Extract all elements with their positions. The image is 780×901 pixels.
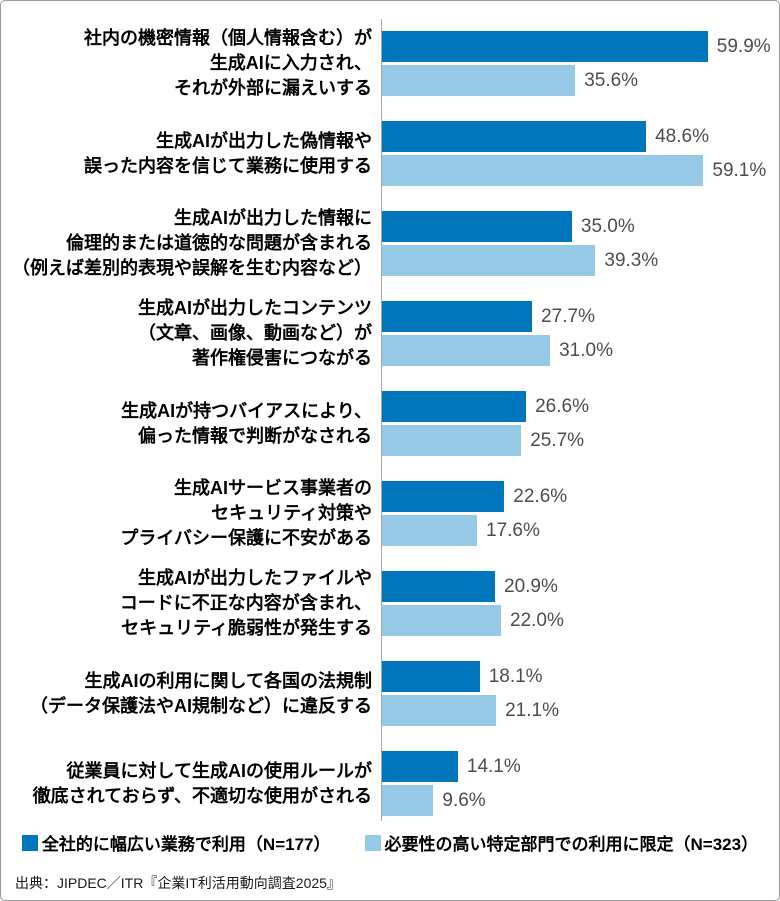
bar-line: 31.0% <box>381 335 779 366</box>
category-label: 生成AIの利用に関して各国の法規制 （データ保護法やAI規制など）に違反する <box>30 670 372 716</box>
bar-line: 35.0% <box>381 211 779 242</box>
bar-line: 20.9% <box>381 571 779 602</box>
legend-label-series2: 必要性の高い特定部門での利用に限定（N=323） <box>384 835 759 854</box>
bars-group: 18.1% 21.1% <box>381 661 779 726</box>
bars-group: 20.9% 22.0% <box>381 571 779 636</box>
bar-line: 39.3% <box>381 245 779 276</box>
chart-row: 生成AIが出力した情報に 倫理的または道徳的な問題が含まれる （例えば差別的表現や誤… <box>1 208 779 278</box>
bars-group: 48.6% 59.1% <box>381 121 779 186</box>
value-label: 35.0% <box>580 215 635 237</box>
value-label: 35.6% <box>584 69 639 91</box>
bars-group: 27.7% 31.0% <box>381 301 779 366</box>
chart-row: 生成AIサービス事業者の セキュリティ対策や プライバシー保護に不安がある 22.6%… <box>1 478 779 548</box>
bar-series1 <box>381 121 647 152</box>
bars-group: 35.0% 39.3% <box>381 211 779 276</box>
legend-label-series1: 全社的に幅広い業務で利用（N=177） <box>41 835 331 854</box>
bar-series1 <box>381 751 458 782</box>
legend: 全社的に幅広い業務で利用（N=177） 必要性の高い特定部門での利用に限定（N=… <box>1 830 779 855</box>
value-label: 48.6% <box>655 125 709 147</box>
bar-series1 <box>381 661 480 692</box>
bar-series2 <box>381 335 551 366</box>
chart-row: 生成AIが出力したコンテンツ （文章、画像、動画など）が 著作権侵害につながる 27.… <box>1 298 779 368</box>
chart-row: 生成AIが持つバイアスにより、 偏った情報で判断がなされる 26.6% 25.7% <box>1 391 779 456</box>
category-label: 生成AIが出力した情報に 倫理的または道徳的な問題が含まれる （例えば差別的表現や誤… <box>12 208 372 278</box>
value-label: 22.0% <box>510 609 564 631</box>
category-label: 生成AIが出力した偽情報や 誤った内容を信じて業務に使用する <box>84 130 372 176</box>
value-label: 21.1% <box>505 699 559 721</box>
source-note: 出典：JIPDEC／ITR『企業IT利活用動向調査2025』 <box>15 875 341 891</box>
value-label: 25.7% <box>530 429 585 451</box>
bar-series2 <box>381 65 576 96</box>
bar-line: 59.9% <box>381 31 779 62</box>
bar-line: 9.6% <box>381 785 779 816</box>
bar-line: 14.1% <box>381 751 779 782</box>
value-label: 9.6% <box>442 789 486 811</box>
chart-rows: 社内の機密情報（個人情報含む）が 生成AIに入力され、 それが外部に漏えいする 59.… <box>1 28 779 816</box>
legend-item-series1: 全社的に幅広い業務で利用（N=177） <box>21 830 331 855</box>
bar-series2 <box>381 515 477 546</box>
category-label: 生成AIが持つバイアスにより、 偏った情報で判断がなされる <box>121 400 372 446</box>
chart-row: 社内の機密情報（個人情報含む）が 生成AIに入力され、 それが外部に漏えいする 59.… <box>1 28 779 98</box>
bars-group: 59.9% 35.6% <box>381 31 779 96</box>
bar-series1 <box>381 31 708 62</box>
bar-series2 <box>381 155 704 186</box>
category-label: 生成AIが出力したコンテンツ （文章、画像、動画など）が 著作権侵害につながる <box>138 298 372 368</box>
value-label: 26.6% <box>535 395 589 417</box>
value-label: 17.6% <box>486 519 540 541</box>
chart-row: 生成AIの利用に関して各国の法規制 （データ保護法やAI規制など）に違反する 18.… <box>1 661 779 726</box>
bar-chart: 社内の機密情報（個人情報含む）が 生成AIに入力され、 それが外部に漏えいする 59.… <box>1 19 779 821</box>
value-label: 59.9% <box>716 35 771 57</box>
bar-series1 <box>381 211 572 242</box>
legend-item-series2: 必要性の高い特定部門での利用に限定（N=323） <box>364 830 759 855</box>
legend-swatch-series1 <box>21 834 38 851</box>
bar-line: 25.7% <box>381 425 779 456</box>
value-label: 20.9% <box>504 575 558 597</box>
bar-line: 35.6% <box>381 65 779 96</box>
bar-series2 <box>381 695 497 726</box>
value-label: 31.0% <box>559 339 613 361</box>
bar-line: 22.6% <box>381 481 779 512</box>
bar-line: 26.6% <box>381 391 779 422</box>
bar-series1 <box>381 481 505 512</box>
bar-series1 <box>381 571 495 602</box>
category-label: 生成AIが出力したファイルや コードに不正な内容が含まれ、 セキュリティ脆弱性が発生… <box>119 568 372 638</box>
value-label: 27.7% <box>541 305 595 327</box>
value-label: 18.1% <box>488 665 543 687</box>
legend-swatch-series2 <box>364 834 381 851</box>
bar-series2 <box>381 425 522 456</box>
category-label: 生成AIサービス事業者の セキュリティ対策や プライバシー保護に不安がある <box>120 478 372 548</box>
category-label: 従業員に対して生成AIの使用ルールが 徹底されておらず、不適切な使用がされる <box>32 760 372 806</box>
bar-line: 27.7% <box>381 301 779 332</box>
bars-group: 14.1% 9.6% <box>381 751 779 816</box>
value-label: 59.1% <box>712 159 767 181</box>
value-label: 14.1% <box>466 755 521 777</box>
bar-series2 <box>381 245 596 276</box>
bars-group: 22.6% 17.6% <box>381 481 779 546</box>
chart-row: 生成AIが出力した偽情報や 誤った内容を信じて業務に使用する 48.6% 59.1% <box>1 121 779 186</box>
chart-row: 従業員に対して生成AIの使用ルールが 徹底されておらず、不適切な使用がされる 14.… <box>1 751 779 816</box>
bar-line: 59.1% <box>381 155 779 186</box>
y-axis-line <box>381 19 382 821</box>
bar-line: 22.0% <box>381 605 779 636</box>
bar-series1 <box>381 301 533 332</box>
bar-line: 17.6% <box>381 515 779 546</box>
value-label: 22.6% <box>513 485 568 507</box>
bar-line: 21.1% <box>381 695 779 726</box>
bar-series2 <box>381 785 434 816</box>
bar-line: 48.6% <box>381 121 779 152</box>
bars-group: 26.6% 25.7% <box>381 391 779 456</box>
bar-series2 <box>381 605 501 636</box>
bar-line: 18.1% <box>381 661 779 692</box>
category-label: 社内の機密情報（個人情報含む）が 生成AIに入力され、 それが外部に漏えいする <box>84 28 372 98</box>
value-label: 39.3% <box>604 249 659 271</box>
chart-row: 生成AIが出力したファイルや コードに不正な内容が含まれ、 セキュリティ脆弱性が発生… <box>1 568 779 638</box>
bar-series1 <box>381 391 527 422</box>
